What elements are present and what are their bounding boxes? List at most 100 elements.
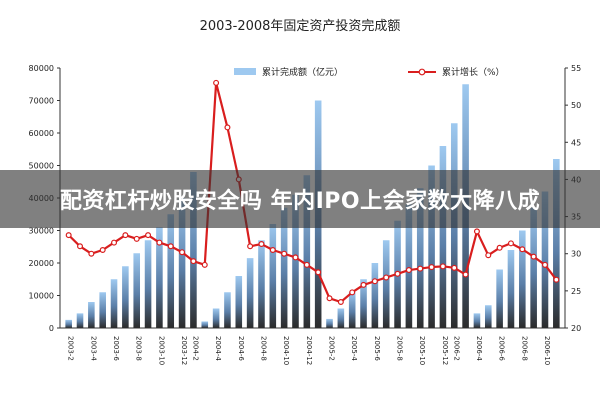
growth-point [179, 249, 186, 256]
x-tick-label: 2005-8 [396, 336, 404, 361]
x-tick-label: 2005-2 [328, 336, 336, 361]
right-tick-label: 25 [571, 287, 581, 296]
growth-point [269, 247, 276, 254]
growth-point [360, 281, 367, 288]
x-tick-label: 2003-10 [157, 336, 165, 365]
x-tick-label: 2006-4 [475, 336, 483, 361]
growth-point [258, 241, 265, 248]
x-tick-label: 2004-10 [282, 336, 290, 365]
x-tick-label: 2004-2 [191, 336, 199, 361]
growth-point [519, 246, 526, 253]
chart-title: 2003-2008年固定资产投资完成额 [200, 18, 401, 34]
legend-line-label: 累计增长（%） [442, 66, 505, 78]
growth-point [122, 232, 129, 239]
growth-point [111, 239, 118, 246]
x-tick-label: 2006-10 [543, 336, 551, 365]
legend: 累计完成额（亿元） 累计增长（%） [234, 66, 505, 78]
bar [326, 318, 333, 328]
x-tick-label: 2003-12 [180, 336, 188, 365]
bar [167, 214, 175, 328]
growth-point [371, 278, 378, 285]
growth-point [451, 264, 458, 271]
x-tick-label: 2005-4 [350, 336, 358, 361]
left-tick-label: 10000 [29, 292, 54, 301]
growth-point [383, 274, 390, 281]
growth-point [133, 235, 140, 242]
x-tick-label: 2003-2 [67, 336, 75, 361]
left-tick-label: 30000 [29, 227, 54, 236]
bar [156, 227, 163, 328]
bar [122, 266, 129, 328]
growth-point [462, 271, 469, 278]
x-tick-label: 2005-10 [418, 336, 426, 365]
legend-bar-label: 累计完成额（亿元） [262, 66, 343, 78]
bar [371, 263, 379, 328]
growth-point [224, 124, 231, 131]
left-tick-label: 70000 [29, 97, 54, 106]
growth-point [337, 299, 344, 306]
bar [110, 279, 118, 328]
bar [76, 313, 84, 328]
bar [224, 292, 231, 328]
left-tick-label: 60000 [29, 129, 54, 138]
bar [416, 188, 424, 328]
growth-point [77, 243, 84, 250]
growth-point [326, 295, 333, 302]
growth-point [507, 240, 514, 247]
bar [382, 240, 390, 328]
growth-point [417, 265, 424, 272]
x-tick-label: 2003-4 [89, 336, 97, 361]
growth-point [303, 261, 310, 268]
growth-point [145, 232, 152, 239]
bar [439, 146, 447, 328]
bar [303, 175, 311, 328]
bar [484, 305, 492, 328]
x-tick-label: 2005-12 [441, 336, 449, 365]
bar [144, 240, 152, 328]
x-tick-label: 2004-6 [237, 336, 245, 361]
left-tick-label: 50000 [29, 162, 54, 171]
growth-point [405, 267, 412, 274]
x-tick-label: 2004-4 [214, 336, 222, 361]
x-tick-label: 2004-12 [305, 336, 313, 365]
legend-bar-swatch [234, 68, 256, 75]
banner-text: 配资杠杆炒股安全吗 年内IPO上会家数大降八成 [59, 189, 541, 214]
growth-point [156, 239, 163, 246]
growth-point [394, 270, 401, 277]
bar [292, 194, 299, 328]
growth-point [213, 79, 220, 86]
bar [530, 207, 537, 328]
x-tick-label: 2006-8 [520, 336, 528, 361]
growth-point [553, 276, 560, 283]
legend-line-marker [418, 68, 426, 76]
left-tick-label: 0 [49, 324, 54, 333]
bar [246, 258, 254, 328]
bar [496, 269, 503, 328]
growth-point [281, 250, 288, 257]
growth-point [190, 258, 197, 265]
growth-point [167, 243, 174, 250]
growth-point [99, 247, 106, 254]
bar [133, 253, 141, 328]
growth-point [88, 250, 95, 257]
bar [541, 191, 549, 328]
growth-point [541, 261, 548, 268]
bar [99, 292, 106, 328]
bar [190, 172, 197, 328]
growth-point [428, 264, 435, 271]
bar [507, 250, 515, 328]
growth-point [485, 252, 492, 259]
line-layer [65, 79, 560, 306]
x-tick-label: 2003-8 [135, 336, 143, 361]
x-tick-label: 2003-6 [112, 336, 120, 361]
growth-point [439, 263, 446, 270]
x-tick-label: 2006-6 [498, 336, 506, 361]
growth-point [65, 232, 72, 239]
bar [201, 321, 209, 328]
left-tick-label: 20000 [29, 259, 54, 268]
overlay-banner: 配资杠杆炒股安全吗 年内IPO上会家数大降八成 [0, 170, 600, 228]
right-tick-label: 45 [571, 138, 581, 147]
bar [258, 240, 265, 328]
bar [88, 302, 95, 328]
